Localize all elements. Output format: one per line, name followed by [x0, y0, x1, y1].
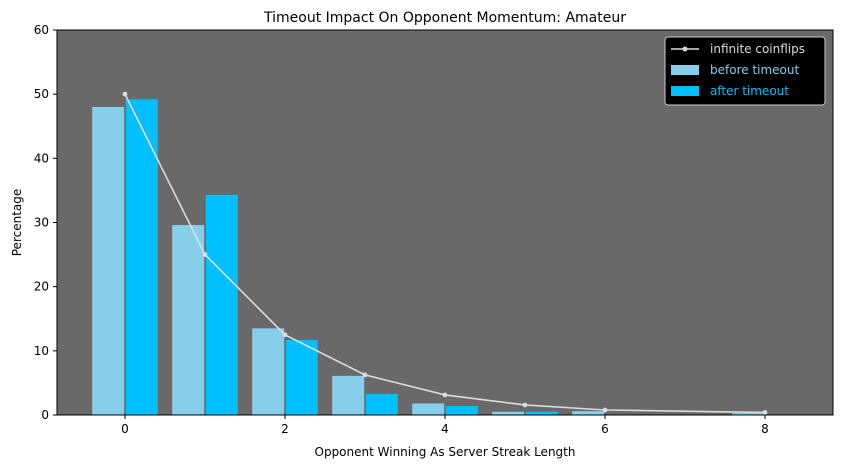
bar-before-timeout-2: [252, 328, 285, 415]
bar-before-timeout-5: [492, 411, 525, 415]
x-tick-label: 8: [761, 422, 769, 436]
x-axis-label: Opponent Winning As Server Streak Length: [315, 445, 576, 459]
point-infinite-coinflips-1: [202, 252, 208, 257]
bar-before-timeout-0: [92, 107, 125, 415]
y-tick-label: 50: [34, 87, 49, 101]
legend-bar-swatch: [671, 86, 699, 96]
chart-title: Timeout Impact On Opponent Momentum: Ama…: [263, 10, 626, 26]
bars-layer: [92, 99, 765, 416]
bar-after-timeout-1: [205, 194, 238, 415]
bar-after-timeout-5: [525, 411, 558, 415]
line-infinite-coinflips: [124, 93, 766, 414]
y-axis-label: Percentage: [10, 189, 24, 257]
legend-bar-swatch: [671, 65, 699, 75]
point-infinite-coinflips-2: [282, 332, 288, 338]
point-infinite-coinflips-4: [442, 392, 448, 398]
bar-before-timeout-8: [732, 413, 765, 415]
line-layer: [122, 91, 768, 415]
x-axis: 0 2 4 6 8: [121, 415, 769, 436]
y-tick-label: 40: [34, 151, 49, 165]
legend-line-marker: [682, 46, 688, 52]
bar-before-timeout-3: [332, 375, 365, 415]
bar-before-timeout-6: [572, 411, 605, 415]
bar-before-timeout-4: [412, 403, 445, 415]
legend-label: before timeout: [710, 63, 799, 77]
y-axis: 0 10 20 30 40 50 60: [34, 23, 57, 422]
bar-after-timeout-0: [125, 99, 158, 416]
x-tick-label: 2: [281, 422, 289, 436]
legend-label: after timeout: [710, 84, 789, 98]
bar-before-timeout-1: [172, 225, 205, 415]
point-infinite-coinflips-0: [122, 91, 128, 97]
x-tick-label: 0: [121, 422, 129, 436]
y-tick-label: 20: [34, 280, 49, 294]
y-tick-label: 0: [41, 408, 49, 422]
bar-after-timeout-2: [285, 339, 318, 415]
legend: infinite coinflips before timeout after ti…: [664, 36, 826, 106]
point-infinite-coinflips-3: [362, 372, 368, 378]
point-infinite-coinflips-5: [522, 402, 528, 408]
point-infinite-coinflips-8: [762, 410, 768, 415]
point-infinite-coinflips-6: [602, 407, 608, 413]
x-tick-label: 4: [441, 422, 449, 436]
bar-after-timeout-4: [445, 406, 478, 415]
legend-box: [664, 36, 826, 106]
y-tick-label: 60: [34, 23, 49, 37]
y-tick-label: 10: [34, 344, 49, 358]
x-tick-label: 6: [601, 422, 609, 436]
legend-label: infinite coinflips: [710, 42, 805, 56]
y-tick-label: 30: [34, 216, 49, 230]
bar-after-timeout-3: [365, 393, 398, 415]
